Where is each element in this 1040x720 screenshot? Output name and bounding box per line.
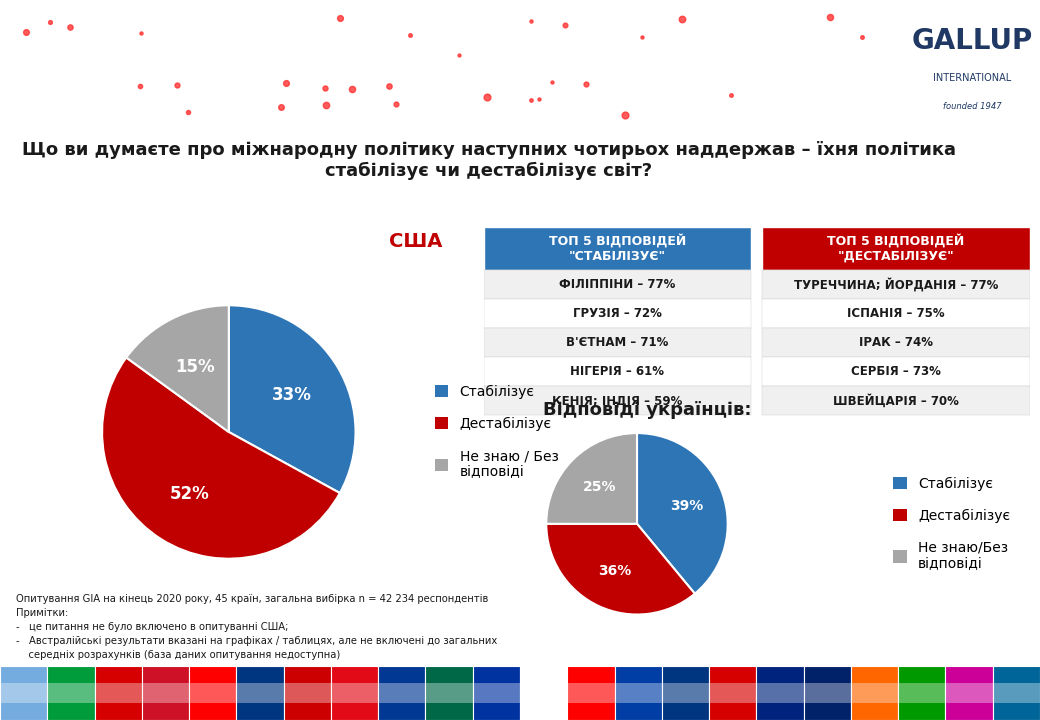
Text: 25%: 25%: [583, 480, 617, 494]
Bar: [473, 666, 520, 720]
Wedge shape: [229, 305, 356, 493]
Bar: [567, 666, 615, 720]
Bar: [756, 666, 804, 720]
Bar: [615, 666, 661, 720]
Bar: [899, 666, 945, 720]
Bar: [804, 666, 851, 720]
Bar: [567, 683, 615, 703]
Text: Відповіді українців:: Відповіді українців:: [543, 401, 751, 419]
Wedge shape: [546, 433, 638, 524]
Legend: Стабілізує, Дестабілізує, Не знаю / Без
відповіді: Стабілізує, Дестабілізує, Не знаю / Без …: [430, 379, 564, 485]
Bar: [47, 666, 95, 720]
Text: GALLUP: GALLUP: [912, 27, 1033, 55]
Bar: [762, 269, 1030, 299]
Bar: [851, 666, 899, 720]
Bar: [484, 328, 751, 357]
Bar: [851, 683, 899, 703]
Bar: [520, 666, 567, 720]
Bar: [284, 666, 331, 720]
Bar: [945, 683, 993, 703]
Text: INTERNATIONAL: INTERNATIONAL: [933, 73, 1012, 83]
Bar: [762, 328, 1030, 357]
Text: 39%: 39%: [670, 499, 703, 513]
Wedge shape: [102, 358, 340, 559]
Text: НІГЕРІЯ – 61%: НІГЕРІЯ – 61%: [570, 365, 665, 378]
Bar: [709, 666, 756, 720]
Bar: [0, 683, 47, 703]
Bar: [284, 683, 331, 703]
Text: США: США: [389, 233, 443, 251]
Bar: [756, 683, 804, 703]
Bar: [484, 299, 751, 328]
Bar: [910, 0, 1040, 130]
Text: founded 1947: founded 1947: [943, 102, 1002, 111]
Bar: [95, 683, 141, 703]
Bar: [379, 666, 425, 720]
Bar: [473, 683, 520, 703]
Bar: [762, 386, 1030, 415]
Bar: [189, 666, 236, 720]
Wedge shape: [636, 433, 728, 594]
Text: ТУРЕЧЧИНА; ЙОРДАНІЯ – 77%: ТУРЕЧЧИНА; ЙОРДАНІЯ – 77%: [794, 277, 998, 291]
Bar: [899, 683, 945, 703]
Bar: [993, 666, 1040, 720]
Bar: [520, 683, 567, 703]
Bar: [804, 683, 851, 703]
Text: ГРУЗІЯ – 72%: ГРУЗІЯ – 72%: [573, 307, 661, 320]
Bar: [762, 357, 1030, 386]
Bar: [709, 683, 756, 703]
Bar: [331, 683, 379, 703]
Text: ІРАК – 74%: ІРАК – 74%: [859, 336, 933, 349]
Bar: [425, 666, 473, 720]
Bar: [661, 683, 709, 703]
Bar: [331, 666, 379, 720]
Bar: [47, 683, 95, 703]
Text: ТОП 5 ВІДПОВІДЕЙ
"СТАБІЛІЗУЄ": ТОП 5 ВІДПОВІДЕЙ "СТАБІЛІЗУЄ": [549, 234, 686, 263]
Text: 36%: 36%: [598, 564, 631, 578]
Bar: [95, 666, 141, 720]
Bar: [484, 227, 751, 269]
Bar: [236, 683, 284, 703]
Bar: [993, 683, 1040, 703]
Bar: [0, 666, 47, 720]
Text: ШВЕЙЦАРІЯ – 70%: ШВЕЙЦАРІЯ – 70%: [833, 394, 959, 408]
Bar: [236, 666, 284, 720]
Bar: [141, 666, 189, 720]
Text: Опитування GIA на кінець 2020 року, 45 країн, загальна вибірка n = 42 234 респон: Опитування GIA на кінець 2020 року, 45 к…: [16, 594, 497, 660]
Bar: [189, 683, 236, 703]
Text: В'ЄТНАМ – 71%: В'ЄТНАМ – 71%: [566, 336, 669, 349]
Text: КЕНІЯ; ІНДІЯ – 59%: КЕНІЯ; ІНДІЯ – 59%: [552, 395, 682, 408]
Bar: [484, 357, 751, 386]
Bar: [484, 269, 751, 299]
Bar: [141, 683, 189, 703]
Bar: [762, 299, 1030, 328]
Text: ФІЛІППІНИ – 77%: ФІЛІППІНИ – 77%: [560, 278, 676, 291]
Text: 52%: 52%: [170, 485, 209, 503]
Bar: [762, 227, 1030, 269]
Bar: [425, 683, 473, 703]
Text: СЕРБІЯ – 73%: СЕРБІЯ – 73%: [851, 365, 941, 378]
Text: 15%: 15%: [176, 358, 215, 376]
Bar: [484, 386, 751, 415]
Text: ІСПАНІЯ – 75%: ІСПАНІЯ – 75%: [847, 307, 944, 320]
Wedge shape: [126, 305, 229, 432]
Legend: Стабілізує, Дестабілізує, Не знаю/Без
відповіді: Стабілізує, Дестабілізує, Не знаю/Без ві…: [887, 471, 1016, 577]
Bar: [379, 683, 425, 703]
Text: Що ви думаєте про міжнародну політику наступних чотирьох наддержав – їхня політи: Що ви думаєте про міжнародну політику на…: [22, 140, 956, 179]
Bar: [615, 683, 661, 703]
Text: ТОП 5 ВІДПОВІДЕЙ
"ДЕСТАБІЛІЗУЄ": ТОП 5 ВІДПОВІДЕЙ "ДЕСТАБІЛІЗУЄ": [827, 234, 964, 263]
Bar: [945, 666, 993, 720]
Wedge shape: [546, 523, 695, 614]
Bar: [661, 666, 709, 720]
Text: 33%: 33%: [272, 386, 312, 404]
